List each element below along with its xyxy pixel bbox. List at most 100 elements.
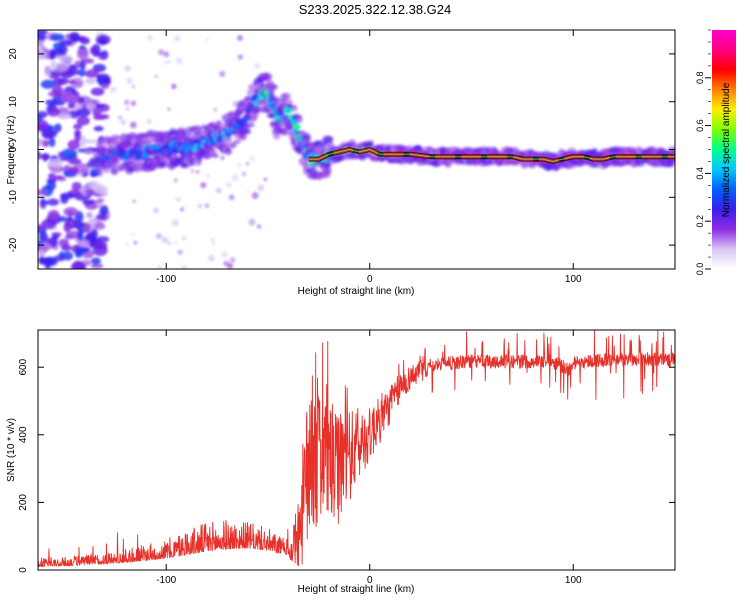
noise-blob <box>46 180 56 191</box>
noise-blob <box>74 60 81 67</box>
noise-blob <box>101 83 109 90</box>
noise-blob <box>42 153 49 162</box>
spectrogram-xtick-label: 0 <box>367 274 373 285</box>
noise-blob <box>83 150 94 155</box>
noise-blob <box>93 115 106 120</box>
noise-blob <box>48 172 56 181</box>
noise-blob <box>65 67 80 76</box>
noise-blob <box>38 231 48 242</box>
snr-axes: -100 0 100 0 200 400 600 <box>18 330 675 586</box>
snr-xlabel: Height of straight line (km) <box>298 584 415 595</box>
noise-blob <box>83 58 95 64</box>
noise-blob <box>76 35 87 43</box>
noise-blob <box>94 67 103 73</box>
noise-blob <box>38 224 44 230</box>
noise-point <box>158 49 164 56</box>
spectrogram-marks <box>38 30 675 269</box>
ridge-peak-inner <box>308 148 675 162</box>
noise-point <box>132 199 136 204</box>
ridge-halo <box>141 137 154 145</box>
noise-point <box>167 107 171 111</box>
colorbar-tick-label: 0.6 <box>695 119 705 132</box>
noise-point <box>123 99 130 106</box>
noise-point <box>206 174 210 178</box>
snr-ytick-label: 0 <box>18 567 29 573</box>
noise-point <box>175 196 181 203</box>
ridge-core <box>293 123 301 130</box>
noise-point <box>113 87 117 91</box>
noise-blob <box>92 244 108 257</box>
noise-point <box>147 35 153 41</box>
noise-blob <box>74 248 84 259</box>
ridge-halo <box>302 132 311 140</box>
ridge-halo <box>291 105 298 113</box>
noise-blob <box>57 113 72 120</box>
noise-point <box>174 241 178 244</box>
noise-point <box>171 83 177 90</box>
ridge-halo <box>225 148 233 156</box>
ridge-halo <box>189 160 196 167</box>
ridge-halo <box>273 132 281 140</box>
noise-blob <box>75 108 91 117</box>
chart-title: S233.2025.322.12.38.G24 <box>299 2 452 17</box>
noise-blob <box>55 62 67 73</box>
noise-blob <box>40 200 49 206</box>
noise-blob <box>41 127 55 140</box>
noise-point <box>237 35 243 41</box>
colorbar-axis: 0.0 0.2 0.4 0.6 0.8 <box>695 29 711 275</box>
noise-blob <box>85 188 96 196</box>
noise-point <box>161 236 169 244</box>
noise-blob <box>58 251 65 260</box>
spectrogram-xlabel: Height of straight line (km) <box>298 286 415 297</box>
spectrogram-blob-layer <box>38 30 675 269</box>
noise-point <box>215 187 221 193</box>
noise-point <box>254 62 260 69</box>
ridge-halo <box>244 95 253 101</box>
noise-blob <box>45 99 58 106</box>
noise-point <box>226 262 234 269</box>
ridge-halo <box>253 108 261 115</box>
ridge-halo <box>210 153 220 159</box>
noise-blob <box>78 239 90 248</box>
noise-blob <box>38 33 47 41</box>
noise-point <box>167 241 172 246</box>
noise-point <box>200 182 207 189</box>
noise-blob <box>38 249 46 257</box>
snr-ylabel: SNR (10 * v/v) <box>6 418 17 482</box>
noise-blob <box>67 102 76 109</box>
noise-blob <box>44 237 55 245</box>
noise-point <box>241 171 247 177</box>
noise-point <box>175 57 183 65</box>
noise-blob <box>44 65 51 76</box>
noise-point <box>158 265 162 269</box>
snr-marks <box>38 330 675 568</box>
noise-blob <box>61 148 78 160</box>
noise-blob <box>85 77 97 85</box>
noise-blob <box>38 119 49 131</box>
spectrogram-ytick-label: 20 <box>8 48 19 60</box>
noise-blob <box>53 175 65 180</box>
noise-blob <box>98 55 108 61</box>
ridge-halo <box>295 116 303 124</box>
noise-point <box>129 121 137 129</box>
noise-point <box>248 218 256 226</box>
noise-blob <box>65 230 81 239</box>
noise-blob <box>85 69 99 79</box>
noise-blob <box>38 189 47 196</box>
noise-point <box>163 51 170 58</box>
noise-point <box>177 249 183 255</box>
noise-point <box>220 186 223 189</box>
noise-point <box>231 174 239 182</box>
ridge-halo <box>239 133 248 141</box>
noise-blob <box>47 159 64 168</box>
noise-point <box>118 115 123 120</box>
ridge-halo <box>96 169 103 177</box>
noise-blob <box>73 123 83 130</box>
noise-point <box>237 54 244 60</box>
noise-blob <box>79 59 86 71</box>
noise-point <box>125 242 129 247</box>
noise-point <box>131 84 136 89</box>
ridge-halo <box>192 126 204 133</box>
noise-point <box>208 255 215 262</box>
noise-point <box>189 168 195 174</box>
